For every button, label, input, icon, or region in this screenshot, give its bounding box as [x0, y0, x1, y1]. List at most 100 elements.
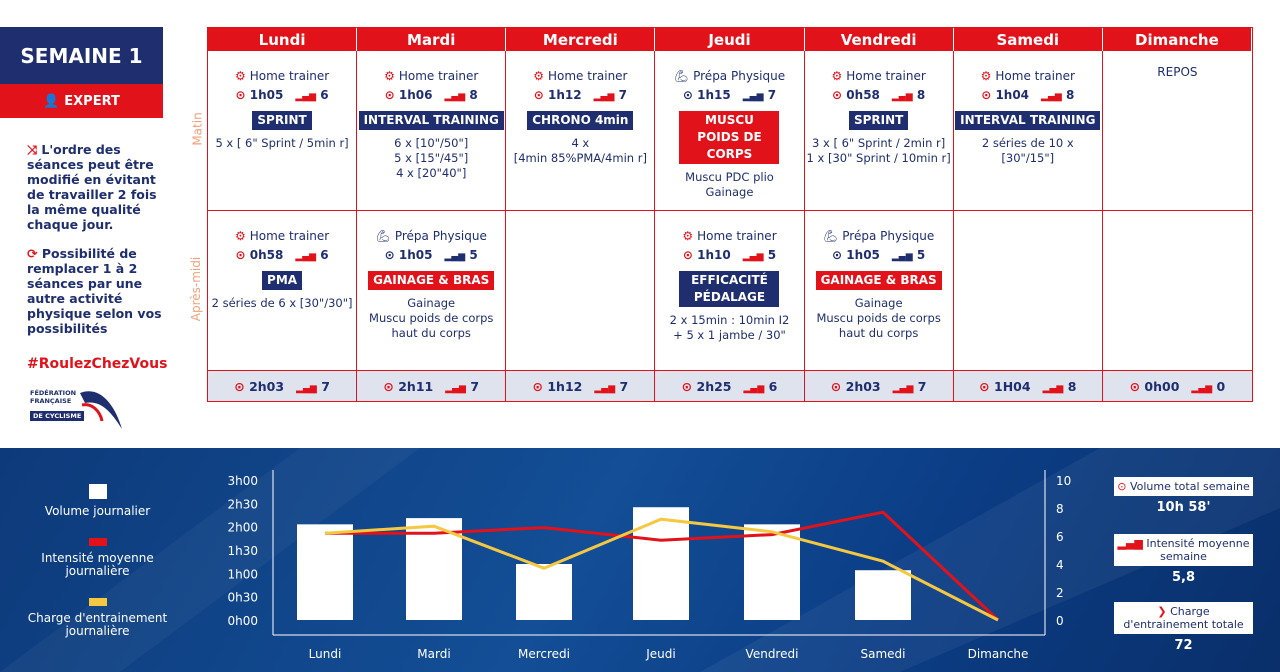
kpi-volume: ⊙ Volume total semaine 10h 58'	[1114, 477, 1253, 515]
session-detail: + 5 x 1 jambe / 30"	[673, 328, 786, 342]
right-tick-label: 2	[1056, 586, 1064, 600]
session-detail: 5 x [ 6" Sprint / 5min r]	[215, 136, 349, 150]
session-detail: 2 séries de 10 x [30"/15"]	[981, 136, 1074, 165]
session-detail: 2 x 15min : 10min I2	[669, 313, 790, 327]
session-tag: EFFICACITÉ PÉDALAGE	[679, 271, 780, 307]
gears-icon: ⚙	[384, 69, 395, 83]
session-cell[interactable]	[1102, 211, 1252, 371]
session-cell[interactable]: ⚙ Home trainer ⊙ 0h58 ▂▄▆ 6 PMA 2 séries d…	[208, 211, 358, 371]
x-tick-label: Samedi	[861, 647, 906, 661]
clock-icon: ⊙	[830, 378, 842, 394]
intensity-icon: ▂▄▆	[445, 383, 466, 394]
volume-bar	[744, 524, 800, 620]
session-detail: Muscu poids de corps	[369, 311, 494, 325]
session-tag: SPRINT	[252, 111, 312, 130]
gears-icon: ⚙	[533, 69, 544, 83]
intensity-icon: ▂▄▆	[444, 252, 466, 262]
volume-bar	[297, 524, 353, 620]
clock-icon: ⊙	[384, 248, 395, 262]
session-cell[interactable]: ⚙ Home trainer ⊙ 0h58 ▂▄▆ 8 SPRINT 3 x [ 6…	[804, 51, 954, 211]
intensity-icon: ▂▄▆	[594, 383, 616, 394]
session-cell[interactable]	[953, 211, 1103, 371]
right-tick-label: 8	[1056, 502, 1064, 516]
session-cell[interactable]: 💪︎ Prépa Physique ⊙ 1h05 ▂▄▆ 5 GAINAGE & B…	[357, 211, 507, 371]
right-tick-label: 6	[1056, 530, 1064, 544]
day-total: ⊙ 2h03 ▂▄▆ 7	[804, 371, 954, 401]
session-detail: Gainage	[407, 296, 456, 310]
session-cell[interactable]: ⚙ Home trainer ⊙ 1h04 ▂▄▆ 8 INTERVAL TRAIN…	[953, 51, 1103, 211]
intensity-icon: ▂▄▆	[593, 92, 615, 102]
left-tick-label: 0h00	[227, 614, 258, 628]
clock-icon: ⊙	[234, 378, 245, 394]
volume-bar	[406, 518, 462, 620]
left-tick-label: 2h00	[227, 521, 258, 535]
right-tick-label: 10	[1056, 474, 1071, 488]
session-tag: GAINAGE & BRAS	[815, 271, 942, 290]
clock-icon: ⊙	[981, 88, 992, 102]
weekly-chart: 0h00 0h30 1h00 1h30 2h00 2h30 3h00 0 2 4 6 8 10 Lundi…	[227, 470, 1071, 661]
session-cell[interactable]: 💪︎ Prépa Physique ⊙ 1h15 ▂▄▆ 7 MUSCU POIDS…	[655, 51, 805, 211]
session-detail: 3 x [ 6" Sprint / 2min r]	[812, 136, 946, 150]
volume-bar	[633, 507, 689, 620]
clock-icon: ⊙	[1117, 480, 1130, 493]
clock-icon: ⊙	[383, 378, 394, 394]
row-label-afternoon: Après-midi	[189, 256, 204, 322]
x-tick-label: Mercredi	[518, 647, 570, 661]
session-detail: 4 x	[571, 136, 590, 150]
legend-load: Charge d'entrainement journalière	[10, 598, 185, 638]
kpi-intensity: ▂▄▆ Intensité moyenne semaine 5,8	[1114, 534, 1253, 585]
session-tag: GAINAGE & BRAS	[368, 271, 495, 290]
weekly-schedule-table: Lundi Mardi Mercredi Jeudi Vendredi Samedi Dim…	[207, 27, 1253, 402]
intensity-icon: ▂▄▆	[1191, 383, 1213, 394]
signal-icon: ▂▄▆	[1117, 537, 1147, 550]
muscle-icon: 💪︎	[823, 229, 839, 243]
session-detail: Muscu PDC plio	[685, 170, 774, 184]
x-tick-label: Vendredi	[746, 647, 799, 661]
session-detail: 6 x [10"/50"]	[394, 136, 469, 150]
intensity-icon: ▂▄▆	[296, 383, 317, 394]
left-tick-label: 2h30	[227, 497, 258, 511]
clock-icon: ⊙	[979, 378, 990, 394]
clock-icon: ⊙	[532, 378, 543, 394]
intensity-icon: ▂▄▆	[892, 383, 914, 394]
user-icon: 👤	[43, 93, 60, 109]
kpi-load: ❯ Charge d'entrainement totale 72	[1114, 602, 1253, 653]
day-header: Jeudi	[655, 28, 805, 51]
session-cell[interactable]	[506, 211, 656, 371]
left-tick-label: 1h00	[227, 567, 258, 581]
note-order: ⤨ L'ordre des séances peut être modifié …	[27, 142, 157, 232]
session-cell[interactable]: ⚙ Home trainer ⊙ 1h10 ▂▄▆ 5 EFFICACITÉ PÉD…	[655, 211, 805, 371]
chevron-right-icon: ❯	[1157, 605, 1171, 618]
intensity-icon: ▂▄▆	[742, 92, 764, 102]
intensity-icon: ▂▄▆	[891, 92, 913, 102]
muscle-icon: 💪︎	[375, 229, 391, 243]
legend-intensity: Intensité moyenne journalière	[10, 538, 185, 578]
session-detail: Gainage	[854, 296, 903, 310]
day-header: Mercredi	[506, 28, 656, 51]
session-tag: INTERVAL TRAINING	[358, 111, 504, 130]
right-tick-label: 0	[1056, 614, 1064, 628]
session-detail: Gainage	[705, 185, 754, 199]
day-header: Mardi	[357, 28, 507, 51]
session-cell[interactable]: ⚙ Home trainer ⊙ 1h06 ▂▄▆ 8 INTERVAL TRAIN…	[357, 51, 507, 211]
gears-icon: ⚙	[831, 69, 843, 83]
gears-icon: ⚙	[980, 69, 992, 83]
row-label-morning: Matin	[190, 112, 205, 146]
x-tick-label: Mardi	[417, 647, 450, 661]
shuffle-icon: ⤨	[27, 142, 42, 157]
clock-icon: ⊙	[682, 88, 693, 102]
session-tag: INTERVAL TRAINING	[955, 111, 1101, 130]
session-tag: SPRINT	[848, 111, 909, 130]
session-cell[interactable]: REPOS	[1102, 51, 1252, 211]
clock-icon: ⊙	[832, 88, 843, 102]
intensity-icon: ▂▄▆	[295, 252, 317, 262]
gears-icon: ⚙	[682, 229, 694, 243]
session-cell[interactable]: ⚙ Home trainer ⊙ 1h12 ▂▄▆ 7 CHRONO 4min 4 …	[506, 51, 656, 211]
day-header: Samedi	[953, 28, 1103, 51]
session-cell[interactable]: 💪︎ Prépa Physique ⊙ 1h05 ▂▄▆ 5 GAINAGE & B…	[804, 211, 954, 371]
x-tick-label: Dimanche	[968, 647, 1029, 661]
session-cell[interactable]: ⚙ Home trainer ⊙ 1h05 ▂▄▆ 6 SPRINT 5 x [ 6…	[208, 51, 358, 211]
note-replace: ⟳ Possibilité de remplacer 1 à 2 séances…	[27, 246, 162, 336]
day-total: ⊙ 2h11 ▂▄▆ 7	[357, 371, 507, 401]
x-tick-label: Lundi	[309, 647, 342, 661]
